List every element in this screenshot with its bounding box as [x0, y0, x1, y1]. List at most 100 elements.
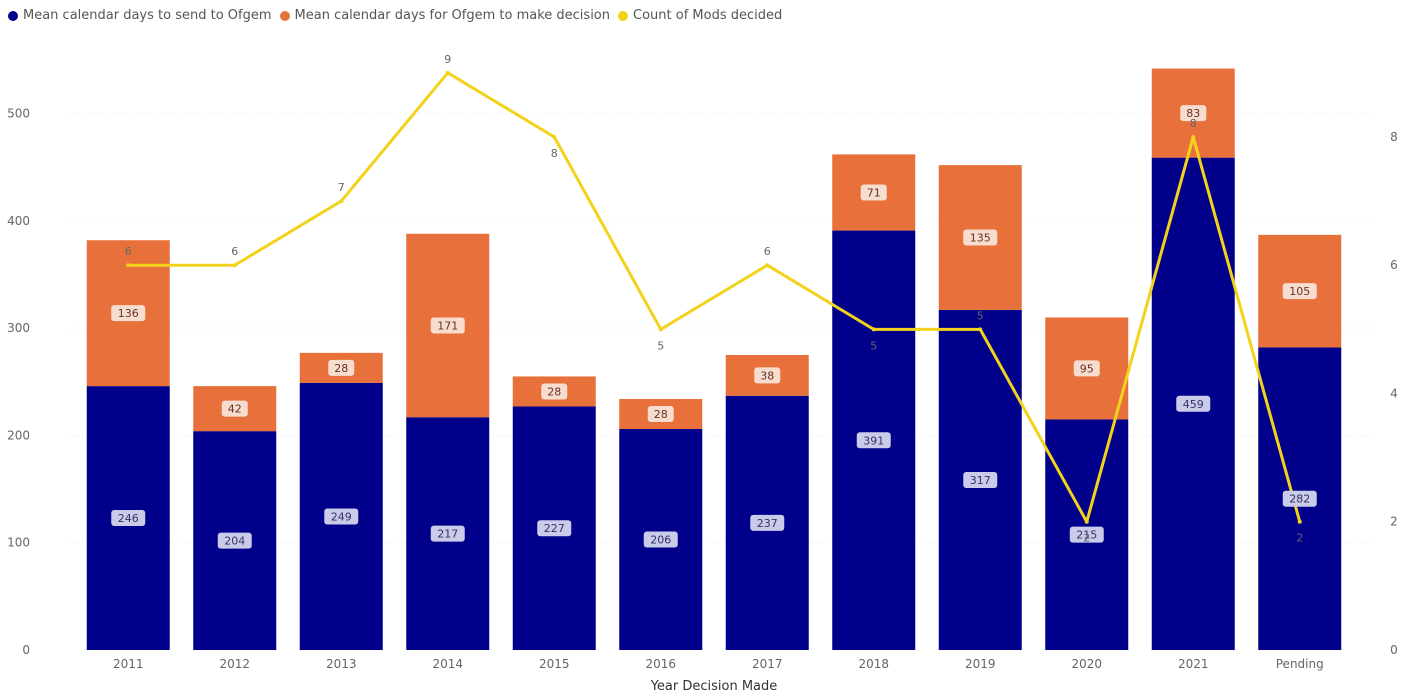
bar-send-label: 459: [1183, 398, 1204, 411]
y-tick-label: 400: [7, 214, 30, 228]
bar-decision-label: 171: [437, 320, 458, 333]
bar-send-label-bg: [1176, 395, 1211, 412]
bar-send-label: 246: [118, 512, 139, 525]
count-line-path: [128, 71, 1302, 524]
count-label: 5: [657, 339, 664, 352]
count-point: [765, 263, 770, 268]
bar-decision-label: 42: [228, 403, 242, 416]
x-tick-label: 2013: [326, 657, 357, 671]
bar-send-label: 217: [437, 528, 458, 541]
count-label: 2: [1083, 532, 1090, 545]
bar-send-label: 391: [863, 434, 884, 447]
bar-decision-label-bg: [221, 400, 248, 417]
bar-send-label-bg: [217, 532, 252, 549]
count-point: [1191, 134, 1196, 139]
bar-decision-label: 71: [867, 186, 881, 199]
bar-decision-label: 28: [654, 408, 668, 421]
bar-decision-label-bg: [541, 383, 568, 400]
bar-decision-label: 38: [760, 369, 774, 382]
legend-item-send[interactable]: Mean calendar days to send to Ofgem: [8, 8, 272, 23]
y-tick-label: 300: [7, 321, 30, 335]
legend-marker-count: [618, 10, 629, 21]
data-labels: 2461362044224928217171227282062823738391…: [111, 53, 1317, 549]
bar-send-label: 204: [224, 535, 245, 548]
x-tick-label: 2021: [1178, 657, 1209, 671]
legend-item-decision[interactable]: Mean calendar days for Ofgem to make dec…: [279, 8, 611, 23]
bar-decision-label: 83: [1186, 107, 1200, 120]
bar-send-label-bg: [856, 432, 891, 449]
bars: [86, 68, 1342, 651]
count-point: [232, 263, 237, 268]
bar-send-label-bg: [324, 508, 359, 525]
count-point: [445, 70, 450, 75]
bar-send-label: 249: [331, 510, 352, 523]
count-label: 5: [977, 309, 984, 322]
count-label: 5: [870, 339, 877, 352]
x-tick-label: 2017: [752, 657, 783, 671]
count-label: 2: [1296, 532, 1303, 545]
bar-decision-label: 95: [1080, 362, 1094, 375]
y-tick-label: 200: [7, 428, 30, 442]
bar-send-label-bg: [430, 525, 465, 542]
x-tick-label: Pending: [1276, 657, 1324, 671]
legend-marker-send: [8, 10, 18, 21]
bar-decision-label: 135: [970, 232, 991, 245]
x-tick-label: 2019: [965, 657, 996, 671]
bar-send-label: 237: [757, 517, 778, 530]
bar-decision-label-bg: [963, 229, 998, 246]
legend: Mean calendar days to send to Ofgem Mean…: [8, 8, 790, 23]
count-label: 6: [125, 245, 132, 258]
bar-send-label-bg: [750, 514, 785, 531]
bar-decision-label: 28: [547, 385, 561, 398]
bar-decision-label-bg: [860, 184, 887, 201]
x-tick-label: 2016: [645, 657, 676, 671]
count-point: [978, 327, 983, 332]
bar-send-label: 206: [650, 534, 671, 547]
legend-label-send: Mean calendar days to send to Ofgem: [23, 8, 272, 23]
x-tick-label: 2014: [432, 657, 463, 671]
count-point: [871, 327, 876, 332]
y2-tick-label: 6: [1390, 258, 1398, 272]
count-label: 8: [551, 147, 558, 160]
bar-send-label-bg: [963, 471, 998, 488]
x-tick-label: 2018: [858, 657, 889, 671]
bar-decision-label-bg: [647, 406, 674, 422]
count-point: [339, 199, 344, 204]
count-label: 6: [231, 245, 238, 258]
count-label: 6: [764, 245, 771, 258]
y-tick-label: 0: [22, 643, 30, 657]
bar-send-label: 317: [970, 474, 991, 487]
legend-label-count: Count of Mods decided: [633, 8, 783, 23]
bar-send-label-bg: [1282, 490, 1317, 507]
x-axis-title: Year Decision Made: [650, 679, 778, 694]
legend-label-decision: Mean calendar days for Ofgem to make dec…: [294, 8, 611, 23]
bar-decision-label-bg: [1073, 360, 1100, 377]
count-point: [552, 134, 557, 139]
count-point: [658, 327, 663, 332]
y2-tick-label: 0: [1390, 643, 1398, 657]
y2-tick-label: 4: [1390, 386, 1398, 400]
x-tick-label: 2012: [219, 657, 250, 671]
x-tick-label: 2011: [113, 657, 144, 671]
bar-send-label-bg: [1069, 526, 1104, 543]
y2-tick-label: 8: [1390, 130, 1398, 144]
bar-send-label: 282: [1289, 493, 1310, 506]
bar-send-label-bg: [537, 520, 572, 537]
count-label: 8: [1190, 117, 1197, 130]
count-label: 7: [338, 181, 345, 194]
count-point: [126, 263, 131, 268]
bar-decision-label-bg: [111, 305, 146, 322]
legend-marker-decision: [279, 10, 290, 21]
legend-item-count[interactable]: Count of Mods decided: [618, 8, 782, 23]
bar-send-label: 227: [544, 522, 565, 535]
bar-decision-label: 136: [118, 307, 139, 320]
bar-decision-label-bg: [328, 359, 355, 376]
bar-decision-label-bg: [1180, 105, 1207, 122]
bar-decision-label-bg: [430, 317, 465, 334]
bar-decision-label-bg: [1282, 283, 1317, 300]
y2-tick-label: 2: [1390, 515, 1398, 529]
bar-decision-label: 28: [334, 362, 348, 375]
count-point: [1297, 519, 1302, 524]
